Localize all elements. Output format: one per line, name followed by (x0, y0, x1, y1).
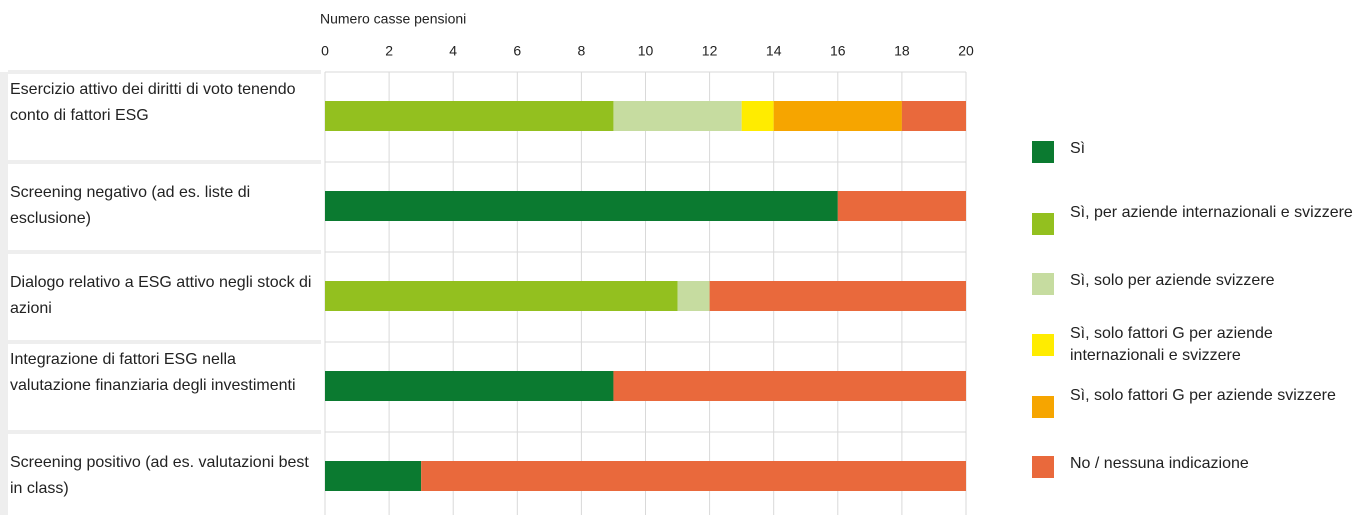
bar-segment (325, 371, 614, 401)
category-label: Screening negativo (ad es. liste di escl… (10, 184, 251, 227)
x-tick-label: 2 (385, 43, 393, 59)
legend-label: No / nessuna indicazione (1070, 455, 1249, 472)
legend-label: Sì (1070, 140, 1086, 157)
legend-swatch (1032, 334, 1054, 356)
category-label: Esercizio attivo dei diritti di voto ten… (10, 81, 296, 124)
legend-swatch (1032, 456, 1054, 478)
category-label: Screening positivo (ad es. valutazioni b… (10, 454, 309, 497)
x-tick-label: 0 (321, 43, 329, 59)
x-tick-label: 18 (894, 43, 910, 59)
legend-label: Sì, solo fattori G per aziende internazi… (1070, 325, 1273, 364)
category-label: Dialogo relativo a ESG attivo negli stoc… (10, 274, 312, 317)
row-sep (8, 430, 321, 434)
label-cell (8, 164, 321, 250)
bar-segment (709, 281, 966, 311)
x-tick-label: 6 (513, 43, 521, 59)
bar-segment (613, 101, 742, 131)
label-cell (8, 254, 321, 340)
legend-swatch (1032, 273, 1054, 295)
x-tick-label: 14 (766, 43, 782, 59)
bar-segment (421, 461, 966, 491)
label-cell (8, 74, 321, 160)
axis-title: Numero casse pensioni (320, 11, 466, 27)
row-sep (8, 250, 321, 254)
x-tick-label: 10 (638, 43, 654, 59)
x-tick-label: 8 (578, 43, 586, 59)
bar-segment (325, 461, 422, 491)
bar-segment (325, 191, 838, 221)
x-tick-label: 20 (958, 43, 974, 59)
x-tick-label: 4 (449, 43, 457, 59)
bar-segment (837, 191, 966, 221)
legend-label: Sì, solo per aziende svizzere (1070, 272, 1275, 289)
legend-label: Sì, solo fattori G per aziende svizzere (1070, 387, 1336, 404)
bar-segment (773, 101, 902, 131)
legend-label: Sì, per aziende internazionali e svizzer… (1070, 204, 1353, 221)
bar-segment (901, 101, 966, 131)
row-sep (8, 160, 321, 164)
x-tick-label: 12 (702, 43, 718, 59)
category-label: Integrazione di fattori ESG nella valuta… (10, 351, 296, 394)
bar-segment (741, 101, 774, 131)
bar-segment (325, 281, 678, 311)
label-cell (8, 434, 321, 515)
bar-segment (325, 101, 614, 131)
legend-swatch (1032, 141, 1054, 163)
bar-segment (613, 371, 966, 401)
bar-segment (677, 281, 710, 311)
label-bg (0, 72, 8, 515)
legend-swatch (1032, 213, 1054, 235)
row-sep (8, 340, 321, 344)
x-tick-label: 16 (830, 43, 846, 59)
label-cell (8, 344, 321, 430)
legend-swatch (1032, 396, 1054, 418)
row-sep (8, 70, 321, 74)
